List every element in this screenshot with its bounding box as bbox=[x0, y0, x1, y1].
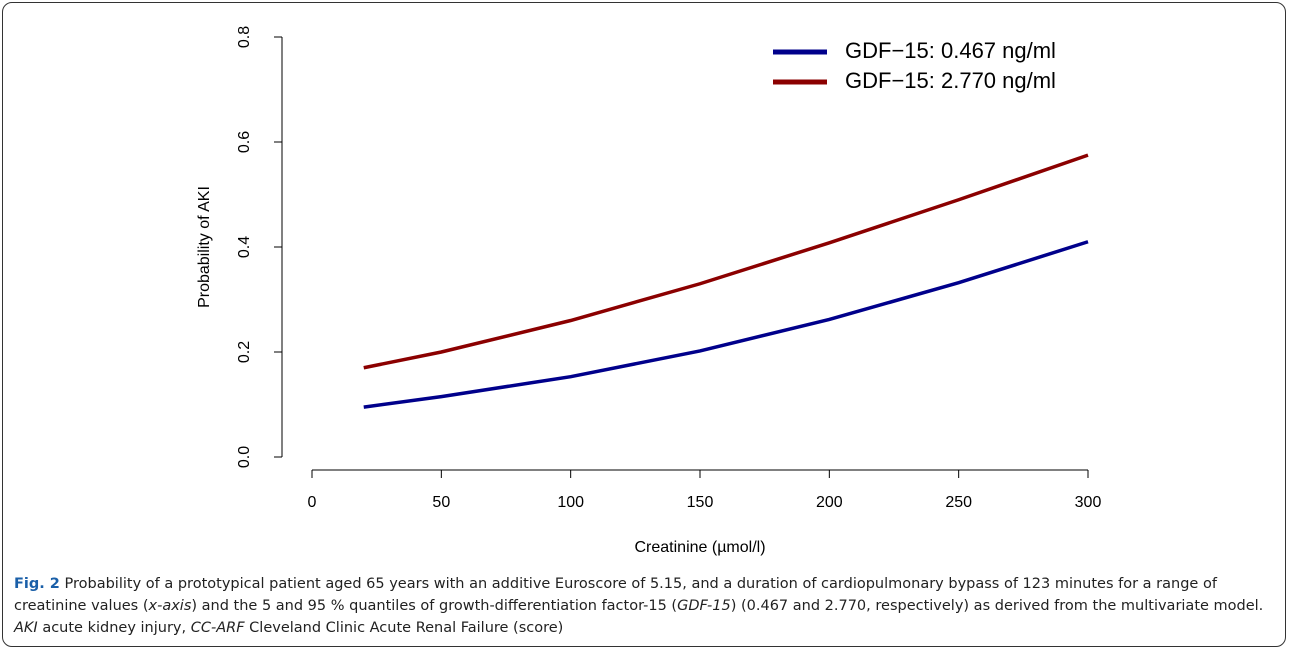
y-tick-label: 0.2 bbox=[236, 341, 253, 363]
legend-label: GDF−15: 2.770 ng/ml bbox=[845, 68, 1056, 93]
caption-text: ) and the 5 and 95 % quantiles of growth… bbox=[191, 598, 678, 614]
y-tick-label: 0.4 bbox=[236, 236, 253, 258]
caption-text: x-axis bbox=[148, 598, 192, 614]
x-tick-label: 100 bbox=[557, 494, 584, 511]
caption-text: AKI bbox=[14, 620, 38, 636]
x-tick-label: 0 bbox=[308, 494, 317, 511]
caption-text: GDF-15 bbox=[677, 598, 731, 614]
legend-label: GDF−15: 0.467 ng/ml bbox=[845, 38, 1056, 63]
y-tick-label: 0.6 bbox=[236, 131, 253, 153]
x-axis-label: Creatinine (µmol/l) bbox=[634, 539, 765, 556]
series-line bbox=[363, 153, 1089, 370]
caption-text: Probability of a prototypical patient ag… bbox=[14, 576, 1217, 614]
caption-text: acute kidney injury, bbox=[37, 620, 191, 636]
caption-label: Fig. 2 bbox=[14, 576, 60, 592]
y-tick-label: 0.8 bbox=[236, 26, 253, 48]
x-tick-label: 150 bbox=[687, 494, 714, 511]
chart: Creatinine (µmol/l) Probability of AKI 0… bbox=[196, 26, 1102, 556]
y-axis-label: Probability of AKI bbox=[196, 186, 213, 308]
series-line bbox=[363, 240, 1089, 409]
caption-text: CC-ARF bbox=[190, 620, 245, 636]
caption-text: ) (0.467 and 2.770, respectively) as der… bbox=[730, 598, 1264, 614]
x-tick-label: 300 bbox=[1075, 494, 1102, 511]
y-tick-label: 0.0 bbox=[236, 446, 253, 468]
x-tick-label: 250 bbox=[945, 494, 972, 511]
x-tick-label: 200 bbox=[816, 494, 843, 511]
caption: Fig. 2 Probability of a prototypical pat… bbox=[14, 573, 1276, 639]
x-tick-label: 50 bbox=[432, 494, 450, 511]
caption-text: Cleveland Clinic Acute Renal Failure (sc… bbox=[244, 620, 564, 636]
